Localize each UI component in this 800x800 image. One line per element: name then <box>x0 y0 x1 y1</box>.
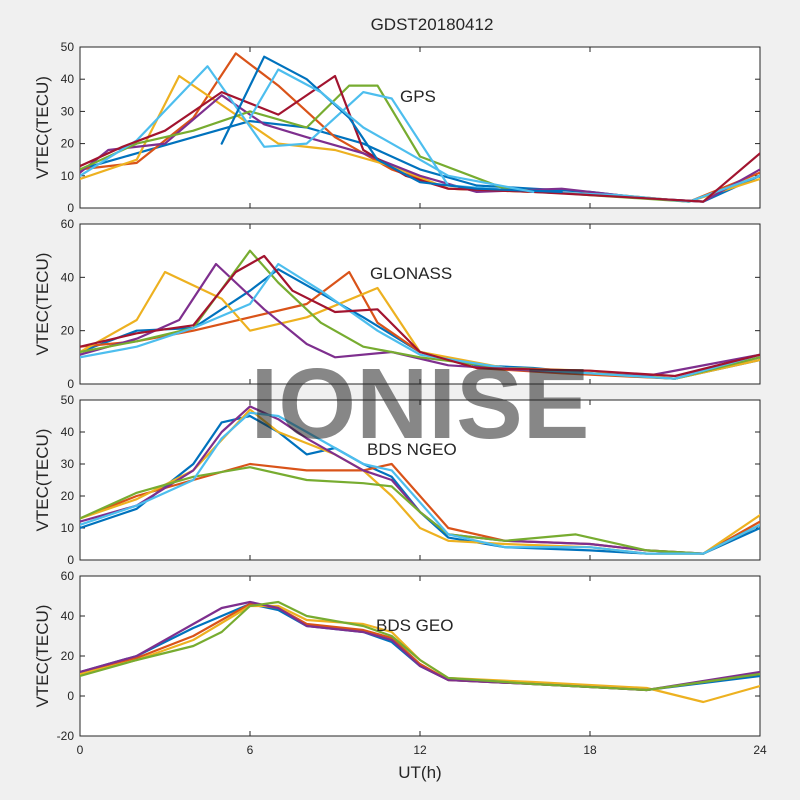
y-tick-label: 20 <box>61 489 75 503</box>
x-tick-label: 0 <box>77 743 84 757</box>
x-axis-label: UT(h) <box>398 763 441 782</box>
x-tick-label: 6 <box>247 743 254 757</box>
y-axis-label: VTEC(TECU) <box>33 605 52 708</box>
panel-1: 0 10 20 30 40 50 VTEC(TECU) GPS <box>33 40 761 215</box>
series-group <box>80 249 760 380</box>
panel-annotation: GLONASS <box>370 264 452 283</box>
panel-3: 0 10 20 30 40 50 VTEC(TECU) BDS NGEO <box>33 393 761 567</box>
x-tick-label: 18 <box>583 743 597 757</box>
y-tick-label: 20 <box>61 137 75 151</box>
series-group <box>80 405 760 555</box>
panel-annotation: GPS <box>400 87 436 106</box>
figure-title: GDST20180412 <box>371 15 494 34</box>
series-line-6 <box>80 65 760 203</box>
series-line-4 <box>80 405 760 555</box>
y-tick-label: 40 <box>61 425 75 439</box>
y-tick-label: 40 <box>61 270 75 284</box>
y-tick-label: 30 <box>61 457 75 471</box>
y-tick-label: 40 <box>61 72 75 86</box>
y-tick-label: 40 <box>61 609 75 623</box>
y-tick-label: 50 <box>61 393 75 407</box>
series-group <box>80 600 760 704</box>
y-axis-label: VTEC(TECU) <box>33 429 52 532</box>
y-tick-label: 0 <box>67 553 74 567</box>
series-line-2 <box>80 270 760 380</box>
series-line-5 <box>80 466 760 555</box>
series-line-3 <box>80 604 760 704</box>
y-tick-label: 30 <box>61 104 75 118</box>
y-tick-label: 10 <box>61 521 75 535</box>
panel-annotation: BDS GEO <box>376 616 453 635</box>
series-line-7 <box>80 74 760 203</box>
y-axis-label: VTEC(TECU) <box>33 253 52 356</box>
series-line-9 <box>248 68 535 193</box>
y-tick-label: 20 <box>61 324 75 338</box>
series-line-6 <box>80 411 760 555</box>
series-line-8 <box>220 55 563 193</box>
y-tick-label: -20 <box>57 729 75 743</box>
series-group <box>80 52 760 203</box>
y-tick-label: 50 <box>61 40 75 54</box>
axes-box <box>79 575 761 737</box>
series-line-7 <box>80 254 760 378</box>
watermark-text: IONISE <box>251 348 590 460</box>
x-tick-label: 24 <box>753 743 767 757</box>
y-axis-label: VTEC(TECU) <box>33 76 52 179</box>
y-tick-label: 60 <box>61 569 75 583</box>
y-tick-label: 0 <box>67 689 74 703</box>
y-tick-label: 10 <box>61 169 75 183</box>
panel-annotation: BDS NGEO <box>367 440 457 459</box>
y-tick-label: 0 <box>67 377 74 391</box>
y-tick-label: 60 <box>61 217 75 231</box>
x-tick-label: 12 <box>413 743 427 757</box>
y-tick-label: 20 <box>61 649 75 663</box>
y-tick-label: 0 <box>67 201 74 215</box>
panel-2: 0 20 40 60 VTEC(TECU) GLONASS <box>33 217 761 391</box>
series-line-5 <box>80 600 760 692</box>
